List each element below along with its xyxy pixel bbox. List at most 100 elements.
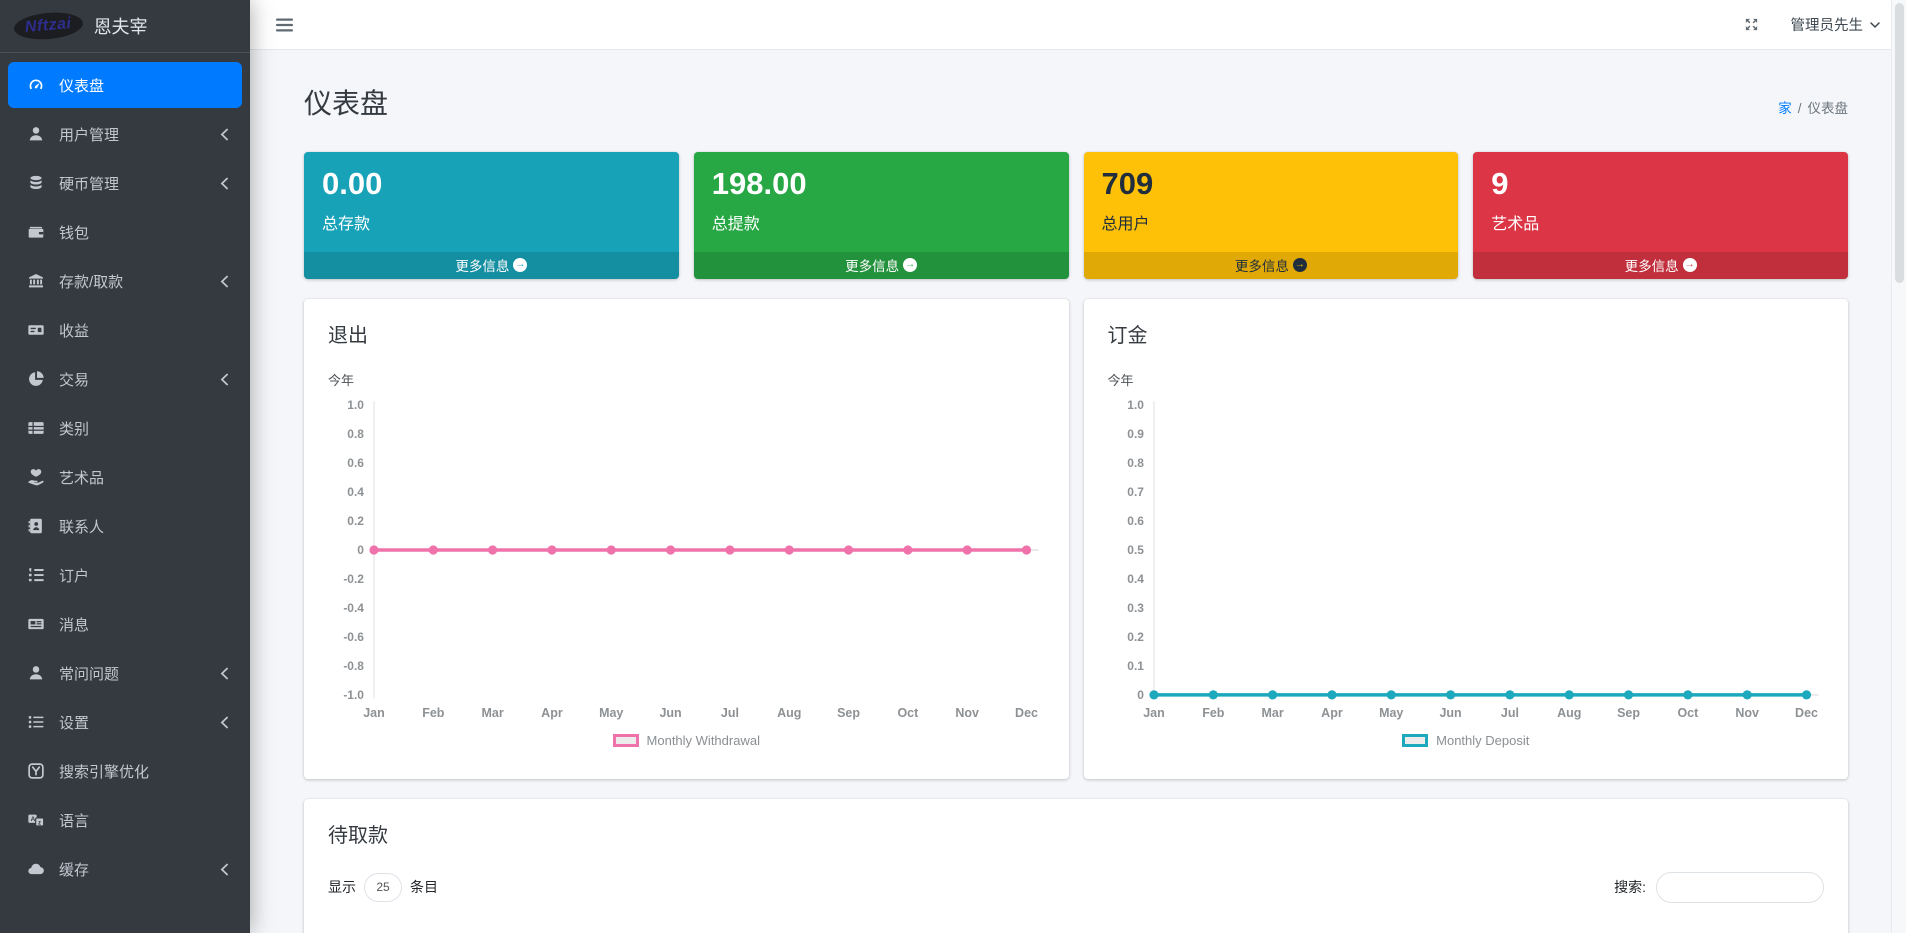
arrow-circle-right-icon: → (513, 258, 528, 273)
brand-name: 恩夫宰 (93, 17, 148, 37)
svg-text:Feb: Feb (1202, 706, 1225, 720)
svg-text:Jun: Jun (1439, 706, 1461, 720)
svg-text:0.7: 0.7 (1127, 485, 1144, 499)
monthly-deposit-line-chart: 1.0 0.9 0.8 0.7 0.6 0.5 0.4 0.3 0.2 0.1 0 Jan Feb Mar… (1127, 398, 1819, 720)
svg-text:Jan: Jan (1143, 706, 1165, 720)
sidebar-item-seo[interactable]: 搜索引擎优化 (8, 748, 242, 794)
sidebar-item-faq[interactable]: 常问问题 (8, 650, 242, 696)
sidebar-item-artworks[interactable]: 艺术品 (8, 454, 242, 500)
stat-card-body: 198.00 总提款 (694, 152, 1069, 252)
entries-select[interactable]: 25 (364, 872, 402, 902)
sidebar-item-messages[interactable]: 消息 (8, 601, 242, 647)
user-icon (27, 664, 45, 682)
sidebar-item-contacts[interactable]: 联系人 (8, 503, 242, 549)
stat-card-total-deposit: 0.00 总存款 更多信息 → (304, 152, 679, 279)
legend-label: Monthly Deposit (1436, 732, 1530, 748)
svg-text:Oct: Oct (1677, 706, 1698, 720)
chevron-left-icon (220, 863, 229, 876)
svg-text:-0.8: -0.8 (343, 659, 364, 673)
chart-subtitle: 今年 (1107, 372, 1134, 388)
more-info-link[interactable]: 更多信息 → (1083, 251, 1459, 279)
stat-value: 198.00 (711, 166, 807, 201)
pie-chart-icon (27, 370, 45, 388)
chevron-left-icon (220, 275, 229, 288)
chevron-left-icon (220, 128, 229, 141)
svg-text:Jul: Jul (1500, 706, 1518, 720)
svg-text:0.8: 0.8 (1127, 456, 1144, 470)
menu-toggle-button[interactable] (270, 12, 299, 38)
svg-text:1.0: 1.0 (1127, 398, 1144, 412)
newspaper-icon (27, 615, 45, 633)
more-info-link[interactable]: 更多信息 → (693, 251, 1069, 279)
sidebar-item-cache[interactable]: 缓存 (8, 846, 242, 892)
arrow-circle-right-icon: → (903, 258, 918, 273)
stat-label: 总存款 (322, 215, 371, 233)
search-input[interactable] (1656, 871, 1824, 903)
table-controls: 显示 25 条目 搜索: (328, 871, 1824, 903)
stat-value: 9 (1491, 166, 1509, 201)
withdrawals-chart-card: 退出 今年 1.0 0.8 0.6 0.4 0.2 0 -0.2 -0.4 -0.6 -0.8 -1… (304, 298, 1069, 779)
legend-label: Monthly Withdrawal (646, 732, 760, 748)
sidebar-item-label: 艺术品 (59, 469, 105, 487)
sidebar-item-label: 缓存 (59, 861, 90, 879)
sidebar-item-label: 仪表盘 (59, 77, 105, 95)
sidebar-item-earnings[interactable]: 收益 (8, 307, 242, 353)
more-info-link[interactable]: 更多信息 → (304, 251, 679, 279)
wallet-icon (27, 223, 45, 241)
coins-icon (27, 174, 45, 192)
svg-text:0.6: 0.6 (347, 456, 364, 470)
sidebar-item-label: 存款/取款 (59, 273, 124, 291)
stat-label: 总提款 (711, 215, 760, 233)
category-list-icon (27, 419, 45, 437)
address-book-icon (27, 517, 45, 535)
sidebar-item-label: 收益 (59, 322, 90, 340)
vertical-scrollbar[interactable] (1891, 0, 1906, 933)
scrollbar-thumb[interactable] (1894, 3, 1904, 283)
svg-text:Aug: Aug (777, 706, 801, 720)
fullscreen-button[interactable] (1740, 13, 1763, 36)
deposits-chart-card: 订金 今年 1.0 0.9 0.8 0.7 0.6 0.5 0.4 0.3 0.2 0.1 0 Jan… (1083, 298, 1848, 779)
pending-withdrawals-card: 待取款 显示 25 条目 搜索: (304, 798, 1848, 933)
main-area: 管理员先生 仪表盘 家 / 仪表盘 0.00 总存款 (250, 0, 1906, 933)
svg-text:-0.4: -0.4 (343, 601, 364, 615)
sidebar-item-label: 搜索引擎优化 (59, 763, 150, 781)
sidebar-item-deposit-withdraw[interactable]: 存款/取款 (8, 258, 242, 304)
sidebar-item-transactions[interactable]: 交易 (8, 356, 242, 402)
sidebar-item-subscribers[interactable]: 订户 (8, 552, 242, 598)
svg-text:0.8: 0.8 (347, 427, 364, 441)
page-title: 仪表盘 (304, 88, 389, 119)
chevron-left-icon (220, 177, 229, 190)
entries-show-label: 显示 (328, 879, 356, 896)
svg-text:Jul: Jul (721, 706, 739, 720)
sidebar-item-coin-management[interactable]: 硬币管理 (8, 160, 242, 206)
svg-text:0.4: 0.4 (347, 485, 364, 499)
svg-text:0.3: 0.3 (1127, 601, 1144, 615)
sidebar-item-label: 订户 (59, 567, 90, 585)
user-menu[interactable]: 管理员先生 (1791, 14, 1881, 35)
caret-down-icon (1870, 17, 1880, 33)
brand-logo: Nftzai (12, 10, 84, 42)
svg-text:0.2: 0.2 (1127, 630, 1144, 644)
more-info-link[interactable]: 更多信息 → (1473, 251, 1848, 279)
sidebar-item-user-management[interactable]: 用户管理 (8, 111, 242, 157)
sidebar-item-wallet[interactable]: 钱包 (8, 209, 242, 255)
brand[interactable]: Nftzai 恩夫宰 (0, 0, 250, 53)
search-label: 搜索: (1614, 879, 1646, 896)
stats-row: 0.00 总存款 更多信息 → 198.00 总提款 更多信息 → 709 总用户 (304, 152, 1848, 279)
sidebar-item-label: 用户管理 (59, 126, 120, 144)
svg-text:0.2: 0.2 (347, 514, 364, 528)
stat-label: 总用户 (1101, 215, 1150, 233)
sidebar-item-settings[interactable]: 设置 (8, 699, 242, 745)
sidebar-item-label: 硬币管理 (59, 175, 120, 193)
legend-swatch (612, 733, 639, 747)
svg-text:Mar: Mar (1261, 706, 1283, 720)
sidebar-item-dashboard[interactable]: 仪表盘 (8, 62, 242, 108)
hand-heart-icon (27, 468, 45, 486)
sidebar-item-label: 消息 (59, 616, 90, 634)
search-control: 搜索: (1614, 871, 1824, 903)
breadcrumb-home-link[interactable]: 家 (1778, 101, 1792, 116)
sidebar-item-categories[interactable]: 类别 (8, 405, 242, 451)
sidebar-item-label: 语言 (59, 812, 90, 830)
